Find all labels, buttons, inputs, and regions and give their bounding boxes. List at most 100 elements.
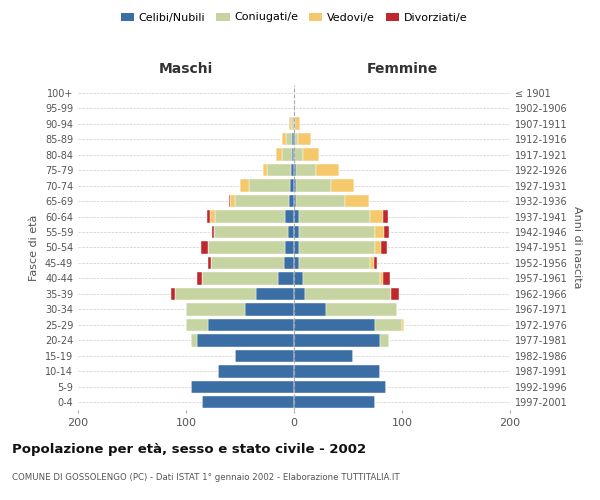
Bar [383,226,389,238]
Text: Popolazione per età, sesso e stato civile - 2002: Popolazione per età, sesso e stato civil… [12,442,366,456]
Bar [294,396,375,408]
Bar [345,195,368,207]
Bar [191,334,197,346]
Bar [294,102,295,115]
Bar [296,180,331,192]
Bar [294,242,299,254]
Bar [248,180,290,192]
Bar [316,164,340,176]
Bar [171,288,175,300]
Bar [197,272,202,284]
Bar [212,226,214,238]
Bar [291,164,294,176]
Bar [391,288,399,300]
Bar [383,272,390,284]
Bar [208,318,294,331]
Bar [331,180,355,192]
Bar [299,257,370,269]
Bar [292,148,294,161]
Bar [299,226,375,238]
Bar [186,303,245,316]
Bar [208,242,286,254]
Bar [294,180,296,192]
Bar [230,195,235,207]
Y-axis label: Anni di nascita: Anni di nascita [572,206,581,288]
Bar [294,164,296,176]
Bar [287,226,294,238]
Bar [214,226,287,238]
Bar [294,380,386,393]
Bar [211,257,284,269]
Bar [294,288,305,300]
Bar [286,133,292,145]
Bar [278,272,294,284]
Bar [299,210,370,222]
Bar [294,226,299,238]
Bar [298,133,311,145]
Bar [294,318,375,331]
Bar [302,148,319,161]
Bar [370,257,374,269]
Bar [294,148,302,161]
Bar [201,242,208,254]
Bar [275,148,282,161]
Bar [235,350,294,362]
Text: Femmine: Femmine [367,62,437,76]
Bar [186,318,208,331]
Bar [294,133,295,145]
Bar [305,288,391,300]
Bar [294,257,299,269]
Bar [282,133,286,145]
Bar [284,257,294,269]
Text: Maschi: Maschi [159,62,213,76]
Bar [296,164,316,176]
Text: COMUNE DI GOSSOLENGO (PC) - Dati ISTAT 1° gennaio 2002 - Elaborazione TUTTITALIA: COMUNE DI GOSSOLENGO (PC) - Dati ISTAT 1… [12,472,400,482]
Bar [245,303,294,316]
Bar [291,118,293,130]
Bar [206,210,210,222]
Bar [294,334,380,346]
Bar [295,118,301,130]
Bar [210,210,215,222]
Bar [235,195,289,207]
Legend: Celibi/Nubili, Coniugati/e, Vedovi/e, Divorziati/e: Celibi/Nubili, Coniugati/e, Vedovi/e, Di… [116,8,472,27]
Bar [294,195,296,207]
Bar [202,396,294,408]
Bar [292,133,294,145]
Bar [267,164,291,176]
Bar [256,288,294,300]
Bar [197,334,294,346]
Bar [286,210,294,222]
Bar [296,195,345,207]
Bar [294,350,353,362]
Bar [382,242,387,254]
Bar [326,303,397,316]
Bar [175,288,256,300]
Bar [294,272,302,284]
Bar [293,118,294,130]
Bar [240,180,248,192]
Bar [208,257,211,269]
Bar [229,195,230,207]
Bar [299,242,375,254]
Bar [202,272,278,284]
Y-axis label: Fasce di età: Fasce di età [29,214,39,280]
Bar [380,334,389,346]
Bar [294,118,295,130]
Bar [375,318,402,331]
Bar [302,272,380,284]
Bar [263,164,267,176]
Bar [402,318,404,331]
Bar [375,226,383,238]
Bar [374,257,377,269]
Bar [370,210,383,222]
Bar [380,272,383,284]
Bar [294,210,299,222]
Bar [282,148,292,161]
Bar [375,242,382,254]
Bar [215,210,286,222]
Bar [294,365,380,378]
Bar [289,118,291,130]
Bar [294,303,326,316]
Bar [191,380,294,393]
